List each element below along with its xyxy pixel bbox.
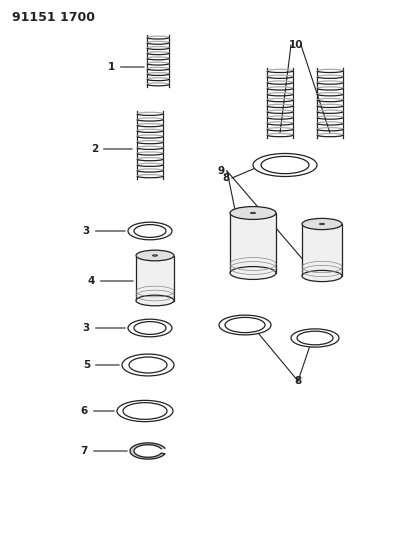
Text: 2: 2: [91, 144, 132, 154]
Ellipse shape: [291, 329, 339, 347]
Text: 3: 3: [83, 323, 125, 333]
Ellipse shape: [117, 400, 173, 422]
Text: 3: 3: [83, 226, 125, 236]
Text: 8: 8: [223, 173, 230, 183]
Bar: [230, 213, 276, 273]
Text: 7: 7: [81, 446, 127, 456]
Ellipse shape: [134, 224, 166, 237]
Ellipse shape: [134, 321, 166, 334]
Ellipse shape: [302, 219, 342, 230]
Text: 91151 1700: 91151 1700: [12, 11, 95, 24]
Ellipse shape: [230, 207, 276, 220]
Ellipse shape: [253, 154, 317, 176]
Bar: [302, 224, 342, 276]
Text: 5: 5: [83, 360, 119, 370]
Text: 8: 8: [294, 376, 302, 386]
Text: 9: 9: [218, 166, 225, 176]
Text: 6: 6: [81, 406, 114, 416]
Ellipse shape: [152, 255, 158, 256]
Ellipse shape: [302, 270, 342, 281]
Text: 1: 1: [108, 62, 144, 72]
Ellipse shape: [123, 402, 167, 419]
Polygon shape: [130, 443, 165, 459]
Ellipse shape: [136, 295, 174, 306]
Text: 4: 4: [88, 276, 133, 286]
Ellipse shape: [297, 331, 333, 345]
Text: 10: 10: [289, 40, 303, 50]
Ellipse shape: [129, 357, 167, 373]
Ellipse shape: [225, 317, 265, 333]
Ellipse shape: [230, 266, 276, 279]
Ellipse shape: [251, 212, 255, 214]
Ellipse shape: [261, 156, 309, 174]
Ellipse shape: [128, 319, 172, 337]
Ellipse shape: [320, 223, 324, 225]
Ellipse shape: [128, 222, 172, 240]
Ellipse shape: [122, 354, 174, 376]
Ellipse shape: [136, 250, 174, 261]
Ellipse shape: [219, 315, 271, 335]
Bar: [136, 255, 174, 301]
